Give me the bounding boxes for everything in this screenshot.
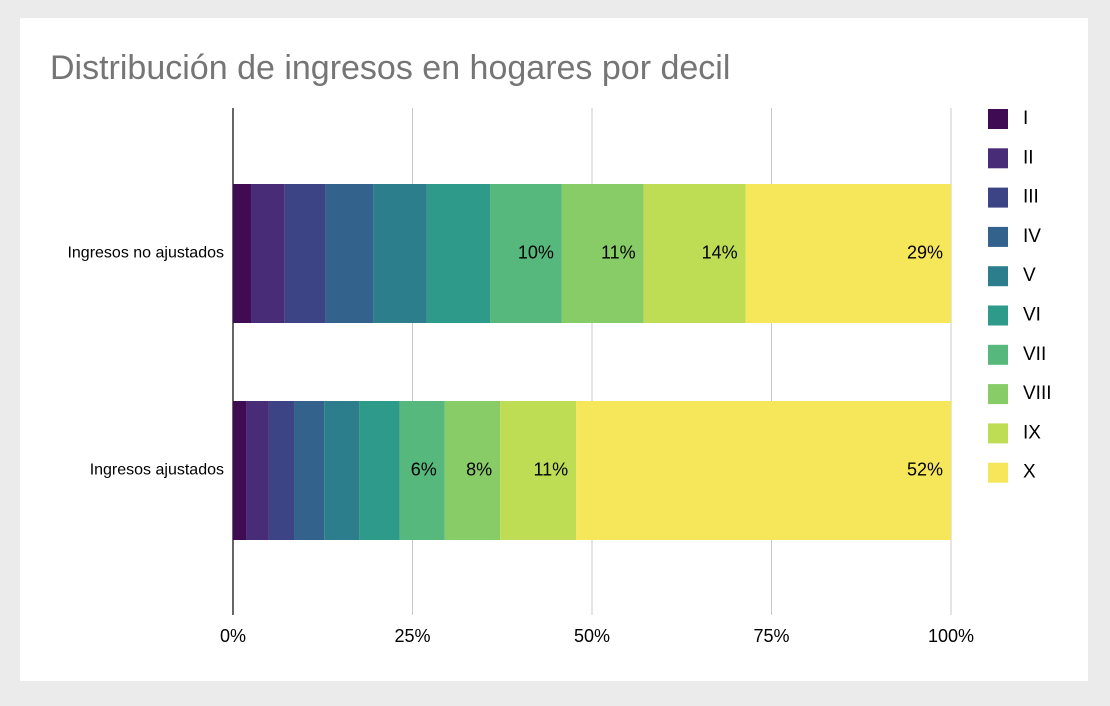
legend-label: VIII: [1023, 383, 1052, 404]
bar-segment: [426, 184, 491, 323]
data-label: 8%: [466, 459, 492, 479]
legend-swatch: [988, 187, 1008, 208]
legend-swatch: [988, 462, 1008, 483]
bar-segment: [324, 401, 360, 540]
legend-swatch: [988, 423, 1008, 444]
bar-segment: [359, 401, 400, 540]
x-tick-label: 0%: [220, 626, 246, 646]
bar-segment: [444, 401, 501, 540]
bar-segment: [373, 184, 427, 323]
data-label: 10%: [518, 242, 554, 262]
legend-swatch: [988, 148, 1008, 169]
bar-segment: [576, 401, 951, 540]
legend-label: III: [1023, 187, 1039, 208]
data-label: 14%: [702, 242, 738, 262]
legend-label: IX: [1023, 422, 1041, 443]
bar-segment: [745, 184, 951, 323]
bar-segment: [500, 401, 577, 540]
legend-label: I: [1023, 108, 1028, 129]
legend-label: VII: [1023, 344, 1046, 365]
card: [20, 18, 1088, 681]
data-label: 29%: [907, 242, 943, 262]
legend-swatch: [988, 226, 1008, 247]
bar-segment: [643, 184, 746, 323]
legend-swatch: [988, 305, 1008, 326]
bar-segment: [268, 401, 295, 540]
bar-segment: [233, 184, 252, 323]
x-tick-label: 25%: [394, 626, 430, 646]
bar-segment: [294, 401, 325, 540]
bar-segment: [251, 184, 285, 323]
data-label: 6%: [411, 459, 437, 479]
data-label: 11%: [534, 459, 569, 479]
data-label: 52%: [907, 459, 943, 479]
legend-label: X: [1023, 462, 1036, 483]
legend-label: VI: [1023, 305, 1041, 326]
chart-title: Distribución de ingresos en hogares por …: [50, 49, 730, 87]
x-tick-label: 75%: [753, 626, 789, 646]
legend-swatch: [988, 384, 1008, 405]
data-label: 11%: [601, 242, 636, 262]
legend-label: V: [1023, 265, 1036, 286]
y-tick-label: Ingresos ajustados: [90, 462, 224, 479]
bar-segment: [246, 401, 269, 540]
bar-segment: [490, 184, 562, 323]
legend-swatch: [988, 109, 1008, 129]
bar-segment: [561, 184, 644, 323]
legend-label: IV: [1023, 226, 1041, 247]
legend-swatch: [988, 266, 1008, 287]
x-tick-label: 50%: [574, 626, 610, 646]
legend-label: II: [1023, 147, 1034, 168]
bar-segment: [399, 401, 445, 540]
bar-segment: [233, 401, 247, 540]
bar-segment: [284, 184, 326, 323]
x-tick-label: 100%: [928, 626, 974, 646]
bar-segment: [325, 184, 374, 323]
y-tick-label: Ingresos no ajustados: [67, 245, 224, 262]
legend-swatch: [988, 344, 1008, 365]
